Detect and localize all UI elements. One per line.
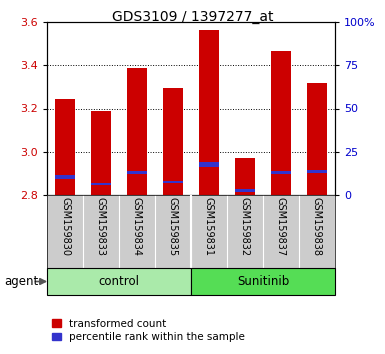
Bar — [307, 82, 327, 195]
Text: GSM159832: GSM159832 — [240, 197, 250, 256]
Bar — [163, 181, 183, 183]
Text: GSM159835: GSM159835 — [168, 197, 178, 256]
Bar — [271, 51, 291, 195]
Bar — [55, 99, 75, 195]
Bar — [191, 268, 335, 295]
Text: agent: agent — [4, 275, 38, 288]
Bar — [271, 171, 291, 175]
Bar — [55, 175, 75, 179]
Text: GSM159833: GSM159833 — [96, 197, 106, 256]
Text: GSM159834: GSM159834 — [132, 197, 142, 256]
Bar — [163, 88, 183, 195]
Text: Sunitinib: Sunitinib — [237, 275, 289, 288]
Bar — [235, 158, 255, 195]
Bar — [199, 162, 219, 167]
Text: control: control — [99, 275, 139, 288]
Text: GDS3109 / 1397277_at: GDS3109 / 1397277_at — [112, 10, 273, 24]
Bar — [47, 268, 191, 295]
Legend: transformed count, percentile rank within the sample: transformed count, percentile rank withi… — [52, 319, 245, 342]
Bar — [91, 183, 111, 185]
Bar — [127, 68, 147, 195]
Bar — [235, 189, 255, 192]
Bar — [199, 30, 219, 195]
Text: GSM159838: GSM159838 — [312, 197, 322, 256]
Text: GSM159830: GSM159830 — [60, 197, 70, 256]
Bar — [127, 171, 147, 175]
Text: GSM159837: GSM159837 — [276, 197, 286, 256]
Bar — [91, 111, 111, 195]
Bar — [307, 170, 327, 173]
Text: GSM159831: GSM159831 — [204, 197, 214, 256]
